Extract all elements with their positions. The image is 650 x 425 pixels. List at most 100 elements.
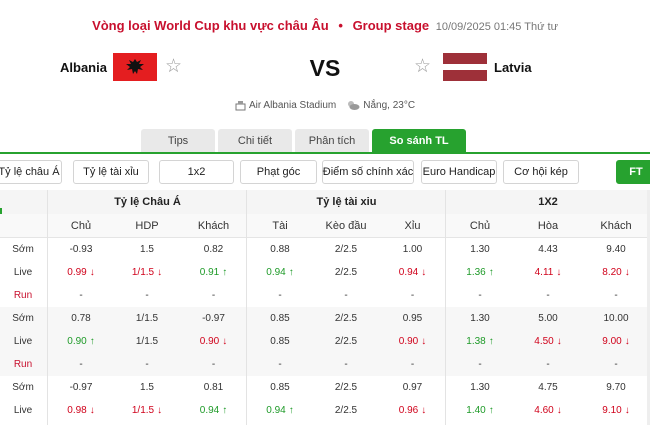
tab-tips[interactable]: Tips <box>141 129 215 152</box>
odds-cell-1x2-home[interactable]: 1.30 <box>446 307 514 330</box>
odds-cell-over[interactable]: - <box>247 284 313 307</box>
odds-cell-1x2-home[interactable]: 1.38 ↑ <box>446 330 514 353</box>
odds-cell-line[interactable]: 2/2.5 <box>313 376 379 399</box>
odds-cell-under[interactable]: - <box>379 353 446 376</box>
odds-cell-away[interactable]: - <box>180 284 247 307</box>
odds-cell-draw[interactable]: 4.11 ↓ <box>514 261 582 284</box>
odds-cell-under[interactable]: 0.97 <box>379 376 446 399</box>
odds-cell-away[interactable]: - <box>180 353 247 376</box>
col-1x2-home: Chủ <box>469 220 491 232</box>
odds-cell-home[interactable]: -0.97 <box>48 376 114 399</box>
odds-value: 9.70 <box>606 382 626 393</box>
tab-details[interactable]: Chi tiết <box>218 129 292 152</box>
odds-cell-1x2-away[interactable]: 9.10 ↓ <box>582 399 650 422</box>
odds-cell-hdp[interactable]: 1.5 <box>114 376 180 399</box>
odds-cell-draw[interactable]: 4.75 <box>514 376 582 399</box>
col-under: Xỉu <box>404 220 421 232</box>
odds-cell-away[interactable]: -0.97 <box>180 307 247 330</box>
odds-cell-1x2-home[interactable]: 1.30 <box>446 376 514 399</box>
tab-odds-compare[interactable]: So sánh TL <box>372 129 466 152</box>
odds-cell-line[interactable]: - <box>313 353 379 376</box>
odds-cell-under[interactable]: 0.94 ↓ <box>379 261 446 284</box>
odds-cell-over[interactable]: 0.94 ↑ <box>247 261 313 284</box>
odds-cell-draw[interactable]: - <box>514 353 582 376</box>
odds-cell-over[interactable]: 0.85 <box>247 330 313 353</box>
odds-cell-draw[interactable]: 5.00 <box>514 307 582 330</box>
odds-cell-1x2-home[interactable]: 1.30 <box>446 238 514 261</box>
odds-cell-away[interactable]: 0.82 <box>180 238 247 261</box>
odds-cell-hdp[interactable]: 1/1.5 <box>114 330 180 353</box>
odds-cell-over[interactable]: 0.88 <box>247 238 313 261</box>
odds-cell-home[interactable]: 0.99 ↓ <box>48 261 114 284</box>
arrow-up-icon: ↑ <box>288 267 294 278</box>
arrow-down-icon: ↓ <box>157 405 163 416</box>
odds-cell-line[interactable]: 2/2.5 <box>313 399 379 422</box>
odds-cell-1x2-away[interactable]: 9.00 ↓ <box>582 330 650 353</box>
odds-cell-hdp[interactable]: 1/1.5 ↓ <box>114 399 180 422</box>
odds-cell-line[interactable]: - <box>313 284 379 307</box>
odds-cell-line[interactable]: 2/2.5 <box>313 307 379 330</box>
odds-cell-under[interactable]: - <box>379 284 446 307</box>
scrollbar[interactable] <box>647 190 650 425</box>
odds-cell-home[interactable]: - <box>48 353 114 376</box>
odds-cell-home[interactable]: -0.93 <box>48 238 114 261</box>
home-team-name[interactable]: Albania <box>60 60 107 75</box>
filter-euro-handicap[interactable]: Euro Handicap <box>421 160 497 184</box>
filter-asian-handicap[interactable]: Tỷ lệ châu Á <box>0 160 62 184</box>
odds-cell-1x2-home[interactable]: - <box>446 353 514 376</box>
odds-cell-1x2-away[interactable]: 9.70 <box>582 376 650 399</box>
odds-value: 1.40 <box>466 405 486 416</box>
odds-cell-away[interactable]: 0.81 <box>180 376 247 399</box>
odds-cell-1x2-away[interactable]: 9.40 <box>582 238 650 261</box>
odds-cell-line[interactable]: 2/2.5 <box>313 238 379 261</box>
favorite-home-star-icon[interactable]: ☆ <box>165 56 183 77</box>
odds-cell-home[interactable]: 0.98 ↓ <box>48 399 114 422</box>
odds-cell-1x2-away[interactable]: - <box>582 353 650 376</box>
odds-value: -0.97 <box>69 382 93 393</box>
arrow-down-icon: ↓ <box>556 405 562 416</box>
odds-cell-1x2-away[interactable]: 10.00 <box>582 307 650 330</box>
odds-cell-home[interactable]: - <box>48 284 114 307</box>
filter-corners[interactable]: Phạt góc <box>240 160 317 184</box>
filter-double-chance[interactable]: Cơ hội kép <box>503 160 579 184</box>
odds-cell-hdp[interactable]: - <box>114 353 180 376</box>
odds-cell-draw[interactable]: - <box>514 284 582 307</box>
odds-cell-draw[interactable]: 4.50 ↓ <box>514 330 582 353</box>
favorite-away-star-icon[interactable]: ☆ <box>414 56 432 77</box>
odds-cell-1x2-away[interactable]: 8.20 ↓ <box>582 261 650 284</box>
odds-cell-over[interactable]: 0.85 <box>247 307 313 330</box>
odds-cell-under[interactable]: 0.95 <box>379 307 446 330</box>
away-team-name[interactable]: Latvia <box>494 60 532 75</box>
odds-cell-under[interactable]: 0.96 ↓ <box>379 399 446 422</box>
odds-cell-hdp[interactable]: - <box>114 284 180 307</box>
tab-analysis[interactable]: Phân tích <box>295 129 369 152</box>
odds-cell-away[interactable]: 0.94 ↑ <box>180 399 247 422</box>
odds-cell-home[interactable]: 0.78 <box>48 307 114 330</box>
odds-cell-1x2-away[interactable]: - <box>582 284 650 307</box>
odds-cell-1x2-home[interactable]: 1.36 ↑ <box>446 261 514 284</box>
odds-cell-under[interactable]: 1.00 <box>379 238 446 261</box>
odds-cell-draw[interactable]: 4.43 <box>514 238 582 261</box>
filter-1x2[interactable]: 1x2 <box>159 160 234 184</box>
odds-cell-draw[interactable]: 4.60 ↓ <box>514 399 582 422</box>
filter-ft-button[interactable]: FT <box>616 160 650 184</box>
odds-cell-hdp[interactable]: 1.5 <box>114 238 180 261</box>
odds-cell-line[interactable]: 2/2.5 <box>313 261 379 284</box>
odds-cell-hdp[interactable]: 1/1.5 <box>114 307 180 330</box>
odds-cell-line[interactable]: 2/2.5 <box>313 330 379 353</box>
odds-cell-hdp[interactable]: 1/1.5 ↓ <box>114 261 180 284</box>
odds-cell-over[interactable]: - <box>247 353 313 376</box>
odds-cell-over[interactable]: 0.94 ↑ <box>247 399 313 422</box>
odds-value: - <box>410 290 415 301</box>
filter-over-under[interactable]: Tỷ lệ tài xỉu <box>73 160 149 184</box>
odds-cell-1x2-home[interactable]: 1.40 ↑ <box>446 399 514 422</box>
odds-cell-over[interactable]: 0.85 <box>247 376 313 399</box>
odds-cell-away[interactable]: 0.91 ↑ <box>180 261 247 284</box>
odds-cell-home[interactable]: 0.90 ↑ <box>48 330 114 353</box>
filter-correct-score[interactable]: Điểm số chính xác <box>322 160 414 184</box>
row-label: Sớm <box>12 244 34 255</box>
odds-cell-away[interactable]: 0.90 ↓ <box>180 330 247 353</box>
competition-name[interactable]: Vòng loại World Cup khu vực châu Âu <box>92 18 329 33</box>
odds-cell-under[interactable]: 0.90 ↓ <box>379 330 446 353</box>
odds-cell-1x2-home[interactable]: - <box>446 284 514 307</box>
